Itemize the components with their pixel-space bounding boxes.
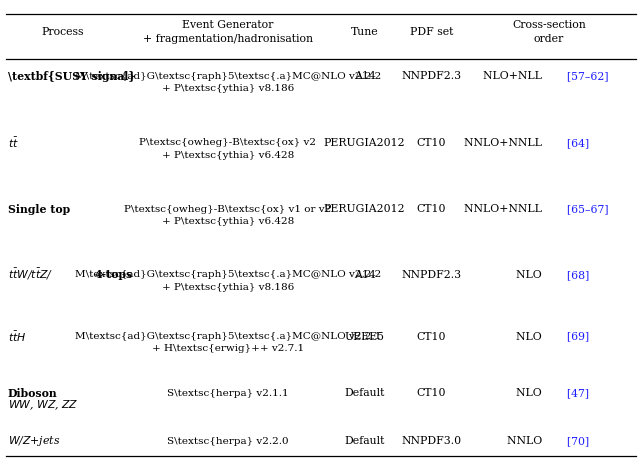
Text: + P\textsc{ythia} v8.186: + P\textsc{ythia} v8.186 bbox=[162, 283, 294, 292]
Text: $t\bar{t}$: $t\bar{t}$ bbox=[8, 136, 19, 150]
Text: UEEE5: UEEE5 bbox=[345, 331, 385, 342]
Text: [47]: [47] bbox=[546, 388, 589, 398]
Text: + H\textsc{erwig}++ v2.7.1: + H\textsc{erwig}++ v2.7.1 bbox=[152, 344, 304, 354]
Text: order: order bbox=[534, 34, 564, 44]
Text: NNLO: NNLO bbox=[507, 436, 546, 446]
Text: [69]: [69] bbox=[546, 331, 589, 342]
Text: + P\textsc{ythia} v6.428: + P\textsc{ythia} v6.428 bbox=[162, 151, 294, 160]
Text: Cross-section: Cross-section bbox=[512, 20, 586, 30]
Text: + P\textsc{ythia} v8.186: + P\textsc{ythia} v8.186 bbox=[162, 84, 294, 93]
Text: M\textsc{ad}G\textsc{raph}5\textsc{.a}MC@NLO v2.2.2: M\textsc{ad}G\textsc{raph}5\textsc{.a}MC… bbox=[74, 71, 381, 81]
Text: NLO: NLO bbox=[516, 388, 546, 398]
Text: NNPDF3.0: NNPDF3.0 bbox=[401, 436, 462, 446]
Text: Process: Process bbox=[42, 27, 84, 37]
Text: Default: Default bbox=[345, 388, 385, 398]
Text: A14: A14 bbox=[354, 270, 376, 280]
Text: NLO: NLO bbox=[516, 270, 546, 280]
Text: P\textsc{owheg}-B\textsc{ox} v2: P\textsc{owheg}-B\textsc{ox} v2 bbox=[139, 138, 317, 148]
Text: M\textsc{ad}G\textsc{raph}5\textsc{.a}MC@NLO v2.2.2: M\textsc{ad}G\textsc{raph}5\textsc{.a}MC… bbox=[74, 270, 381, 279]
Text: CT10: CT10 bbox=[417, 388, 446, 398]
Text: NLO: NLO bbox=[516, 331, 546, 342]
Text: PERUGIA2012: PERUGIA2012 bbox=[324, 204, 406, 214]
Text: [70]: [70] bbox=[546, 436, 589, 446]
Text: Tune: Tune bbox=[351, 27, 379, 37]
Text: NNPDF2.3: NNPDF2.3 bbox=[401, 71, 462, 81]
Text: + P\textsc{ythia} v6.428: + P\textsc{ythia} v6.428 bbox=[162, 217, 294, 226]
Text: + fragmentation/hadronisation: + fragmentation/hadronisation bbox=[143, 34, 313, 44]
Text: NNPDF2.3: NNPDF2.3 bbox=[401, 270, 462, 280]
Text: [57–62]: [57–62] bbox=[546, 71, 608, 81]
Text: $t\bar{t}H$: $t\bar{t}H$ bbox=[8, 330, 26, 343]
Text: S\textsc{herpa} v2.2.0: S\textsc{herpa} v2.2.0 bbox=[167, 437, 289, 446]
Text: NNLO+NNLL: NNLO+NNLL bbox=[464, 204, 546, 214]
Text: [64]: [64] bbox=[546, 138, 589, 148]
Text: S\textsc{herpa} v2.1.1: S\textsc{herpa} v2.1.1 bbox=[167, 389, 289, 398]
Text: 4-tops: 4-tops bbox=[95, 269, 134, 280]
Text: \textbf{SUSY signal}: \textbf{SUSY signal} bbox=[8, 71, 135, 82]
Text: CT10: CT10 bbox=[417, 138, 446, 148]
Text: PDF set: PDF set bbox=[410, 27, 453, 37]
Text: A14: A14 bbox=[354, 71, 376, 81]
Text: $WW$, $WZ$, $ZZ$: $WW$, $WZ$, $ZZ$ bbox=[8, 399, 78, 413]
Text: NLO+NLL: NLO+NLL bbox=[483, 71, 546, 81]
Text: $t\bar{t}W$/$t\bar{t}Z$/: $t\bar{t}W$/$t\bar{t}Z$/ bbox=[8, 267, 53, 282]
Text: CT10: CT10 bbox=[417, 204, 446, 214]
Text: Single top: Single top bbox=[8, 204, 70, 215]
Text: CT10: CT10 bbox=[417, 331, 446, 342]
Text: P\textsc{owheg}-B\textsc{ox} v1 or v2: P\textsc{owheg}-B\textsc{ox} v1 or v2 bbox=[125, 205, 331, 214]
Text: PERUGIA2012: PERUGIA2012 bbox=[324, 138, 406, 148]
Text: Diboson: Diboson bbox=[8, 388, 57, 399]
Text: Event Generator: Event Generator bbox=[182, 20, 273, 30]
Text: M\textsc{ad}G\textsc{raph}5\textsc{.a}MC@NLO v2.2.1: M\textsc{ad}G\textsc{raph}5\textsc{.a}MC… bbox=[74, 332, 381, 341]
Text: Default: Default bbox=[345, 436, 385, 446]
Text: [65–67]: [65–67] bbox=[546, 204, 608, 214]
Text: [68]: [68] bbox=[546, 270, 589, 280]
Text: NNLO+NNLL: NNLO+NNLL bbox=[464, 138, 546, 148]
Text: $W$/$Z$+jets: $W$/$Z$+jets bbox=[8, 434, 60, 448]
